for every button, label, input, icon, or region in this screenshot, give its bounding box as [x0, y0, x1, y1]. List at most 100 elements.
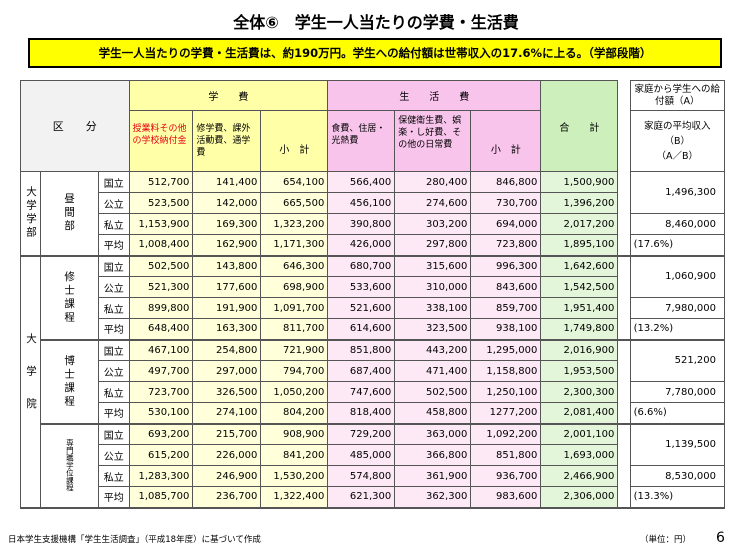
value-cell: 621,300	[327, 486, 396, 508]
value-cell: 2,081,400	[540, 402, 619, 424]
table-row: 私立 1,283,300 246,900 1,530,200 574,800 361,90…	[21, 465, 726, 487]
value-cell: 851,800	[327, 339, 396, 361]
header-heikin-label: 家庭の平均収入（B）	[644, 120, 711, 147]
group-hakase: 博士課程	[40, 339, 100, 424]
value-cell: 1277,200	[470, 402, 542, 424]
value-cell: 191,900	[192, 297, 262, 319]
table-row: 公立 615,200 226,000 841,200 485,000 366,800 851…	[21, 444, 725, 466]
value-cell: 521,300	[128, 276, 194, 298]
row-type: 公立	[98, 276, 130, 298]
value-cell: 2,016,900	[540, 339, 619, 361]
value-cell: 362,300	[394, 486, 472, 508]
value-cell: 443,200	[394, 339, 472, 361]
value-cell: 458,800	[394, 402, 472, 424]
unit-note: （単位：円）	[640, 535, 692, 545]
value-cell: 721,900	[260, 339, 329, 361]
value-cell: 574,800	[327, 465, 396, 487]
value-cell: 1,283,300	[128, 465, 194, 487]
column-gap	[617, 486, 631, 508]
value-cell: 246,900	[192, 465, 262, 487]
row-type: 国立	[98, 339, 130, 361]
value-cell: 687,400	[327, 360, 396, 382]
column-gap	[617, 381, 631, 403]
value-cell: 693,200	[128, 423, 194, 445]
table-row: 専門職学位課程 国立 693,200 215,700 908,900 729,200 363…	[21, 423, 726, 508]
value-cell: 723,800	[470, 234, 542, 256]
row-type: 私立	[98, 297, 130, 319]
row-type: 私立	[98, 381, 130, 403]
value-cell: 794,700	[260, 360, 329, 382]
kyufu-cell: 1,496,300	[629, 171, 726, 214]
kyufu-cell: 521,200	[629, 339, 726, 382]
value-cell: 723,700	[128, 381, 194, 403]
value-cell: 2,017,200	[540, 213, 619, 235]
header-goukei: 合 計	[540, 80, 619, 172]
row-type: 公立	[98, 192, 130, 214]
kyufu-cell: 1,060,900	[629, 255, 726, 298]
value-cell: 1,530,200	[260, 465, 329, 487]
value-cell: 1,500,900	[540, 171, 619, 193]
value-cell: 177,600	[192, 276, 262, 298]
income-cell: 8,460,000	[629, 213, 726, 235]
value-cell: 1,323,200	[260, 213, 329, 235]
value-cell: 323,500	[394, 318, 472, 340]
value-cell: 730,700	[470, 192, 542, 214]
value-cell: 2,306,000	[540, 486, 619, 508]
value-cell: 1,542,500	[540, 276, 619, 298]
value-cell: 614,600	[327, 318, 396, 340]
value-cell: 467,100	[128, 339, 194, 361]
value-cell: 521,600	[327, 297, 396, 319]
table-row: 公立 523,500 142,000 665,500 456,100 274,600 730…	[21, 192, 725, 214]
value-cell: 390,800	[327, 213, 396, 235]
value-cell: 1,153,900	[128, 213, 194, 235]
page-number: 6	[716, 530, 725, 546]
summary-banner: 学生一人当たりの学費・生活費は、約190万円。学生への給付額は世帯収入の17.6…	[28, 38, 722, 68]
value-cell: 274,600	[394, 192, 472, 214]
value-cell: 1,250,100	[470, 381, 542, 403]
value-cell: 843,600	[470, 276, 542, 298]
group-chukan: 昼間部	[40, 171, 100, 256]
ratio-cell: (13.3%)	[629, 486, 726, 508]
header-shoukei-gakuhi: 小 計	[260, 110, 329, 172]
table-row: 平均 1,085,700 236,700 1,322,400 621,300 362,30…	[20, 486, 726, 508]
group-daigakuin: 大学院	[19, 255, 42, 508]
value-cell: 280,400	[394, 171, 472, 193]
value-cell: 456,100	[327, 192, 396, 214]
value-cell: 811,700	[260, 318, 329, 340]
value-cell: 1,008,400	[128, 234, 194, 256]
value-cell: 1,158,800	[470, 360, 542, 382]
value-cell: 615,200	[128, 444, 194, 466]
value-cell: 497,700	[128, 360, 194, 382]
group-daigakubu: 大学学部	[19, 171, 42, 256]
row-type: 国立	[98, 171, 130, 193]
value-cell: 366,800	[394, 444, 472, 466]
column-gap	[617, 234, 631, 256]
column-gap	[617, 465, 631, 487]
value-cell: 471,400	[394, 360, 472, 382]
value-cell: 162,900	[192, 234, 262, 256]
value-cell: 1,693,000	[540, 444, 619, 466]
income-cell: 7,980,000	[629, 297, 726, 319]
value-cell: 310,000	[394, 276, 472, 298]
table-row: 私立 899,800 191,900 1,091,700 521,600 338,100 8…	[21, 297, 726, 319]
column-gap	[617, 318, 631, 340]
value-cell: 936,700	[470, 465, 542, 487]
value-cell: 818,400	[327, 402, 396, 424]
value-cell: 326,500	[192, 381, 262, 403]
column-gap	[617, 402, 631, 424]
value-cell: 226,000	[192, 444, 262, 466]
row-type: 公立	[98, 444, 130, 466]
row-type: 私立	[98, 465, 130, 487]
value-cell: 899,800	[128, 297, 194, 319]
table-row: 平均 1,008,400 162,900 1,171,300 426,000 297,80…	[20, 234, 726, 256]
table-row: 大学学部 昼間部 国立 512,700 141,400 654,100 566,400 280…	[19, 171, 726, 256]
header-seikatsuhi: 生 活 費	[327, 80, 542, 111]
value-cell: 236,700	[192, 486, 262, 508]
column-gap	[617, 80, 631, 172]
column-gap	[617, 444, 631, 466]
value-cell: 1,322,400	[260, 486, 329, 508]
value-cell: 846,800	[470, 171, 542, 193]
value-cell: 297,800	[394, 234, 472, 256]
header-hoken: 保健衛生費、娯楽・し好費、その他の日常費	[394, 110, 472, 172]
group-daigakuin-label: 大学院	[25, 332, 37, 431]
